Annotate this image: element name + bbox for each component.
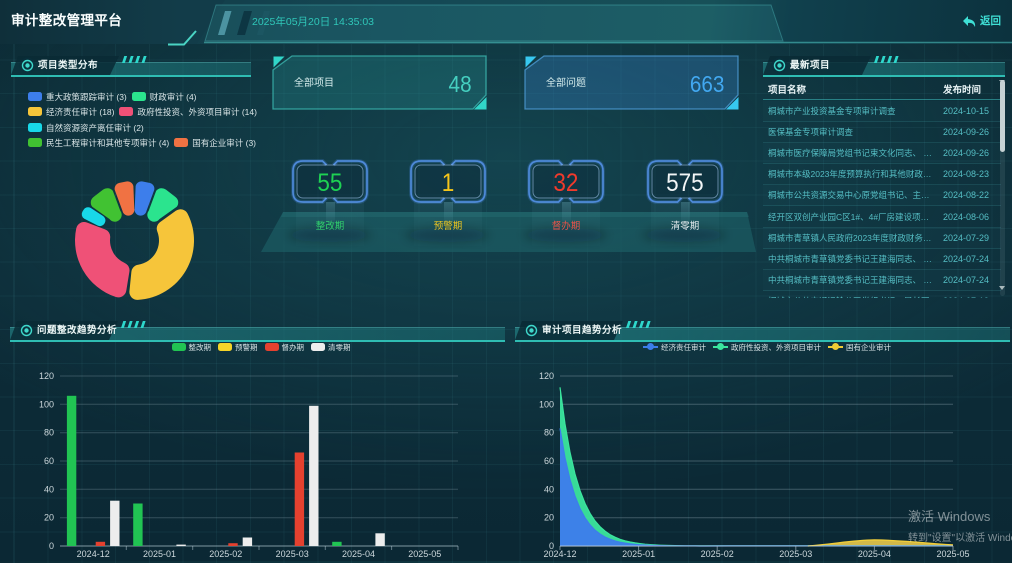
svg-text:2025-01: 2025-01 — [622, 549, 655, 559]
svg-text:2025-01: 2025-01 — [143, 549, 176, 559]
svg-text:100: 100 — [39, 399, 54, 409]
svg-text:100: 100 — [539, 399, 554, 409]
svg-text:2025-02: 2025-02 — [701, 549, 734, 559]
svg-text:2025-02: 2025-02 — [209, 549, 242, 559]
svg-text:0: 0 — [49, 541, 54, 551]
svg-text:2024-12: 2024-12 — [543, 549, 576, 559]
svg-text:2024-12: 2024-12 — [77, 549, 110, 559]
svg-text:120: 120 — [539, 371, 554, 381]
svg-text:2025-03: 2025-03 — [779, 549, 812, 559]
svg-text:2025-05: 2025-05 — [936, 549, 969, 559]
svg-text:80: 80 — [44, 428, 54, 438]
svg-text:2025-03: 2025-03 — [276, 549, 309, 559]
svg-text:40: 40 — [544, 484, 554, 494]
svg-text:80: 80 — [544, 428, 554, 438]
svg-text:2025-05: 2025-05 — [408, 549, 441, 559]
svg-text:0: 0 — [549, 541, 554, 551]
svg-text:20: 20 — [44, 513, 54, 523]
svg-text:2025-04: 2025-04 — [858, 549, 891, 559]
svg-text:120: 120 — [39, 371, 54, 381]
svg-text:60: 60 — [44, 456, 54, 466]
svg-text:40: 40 — [44, 484, 54, 494]
svg-text:20: 20 — [544, 513, 554, 523]
svg-text:60: 60 — [544, 456, 554, 466]
svg-text:2025-04: 2025-04 — [342, 549, 375, 559]
